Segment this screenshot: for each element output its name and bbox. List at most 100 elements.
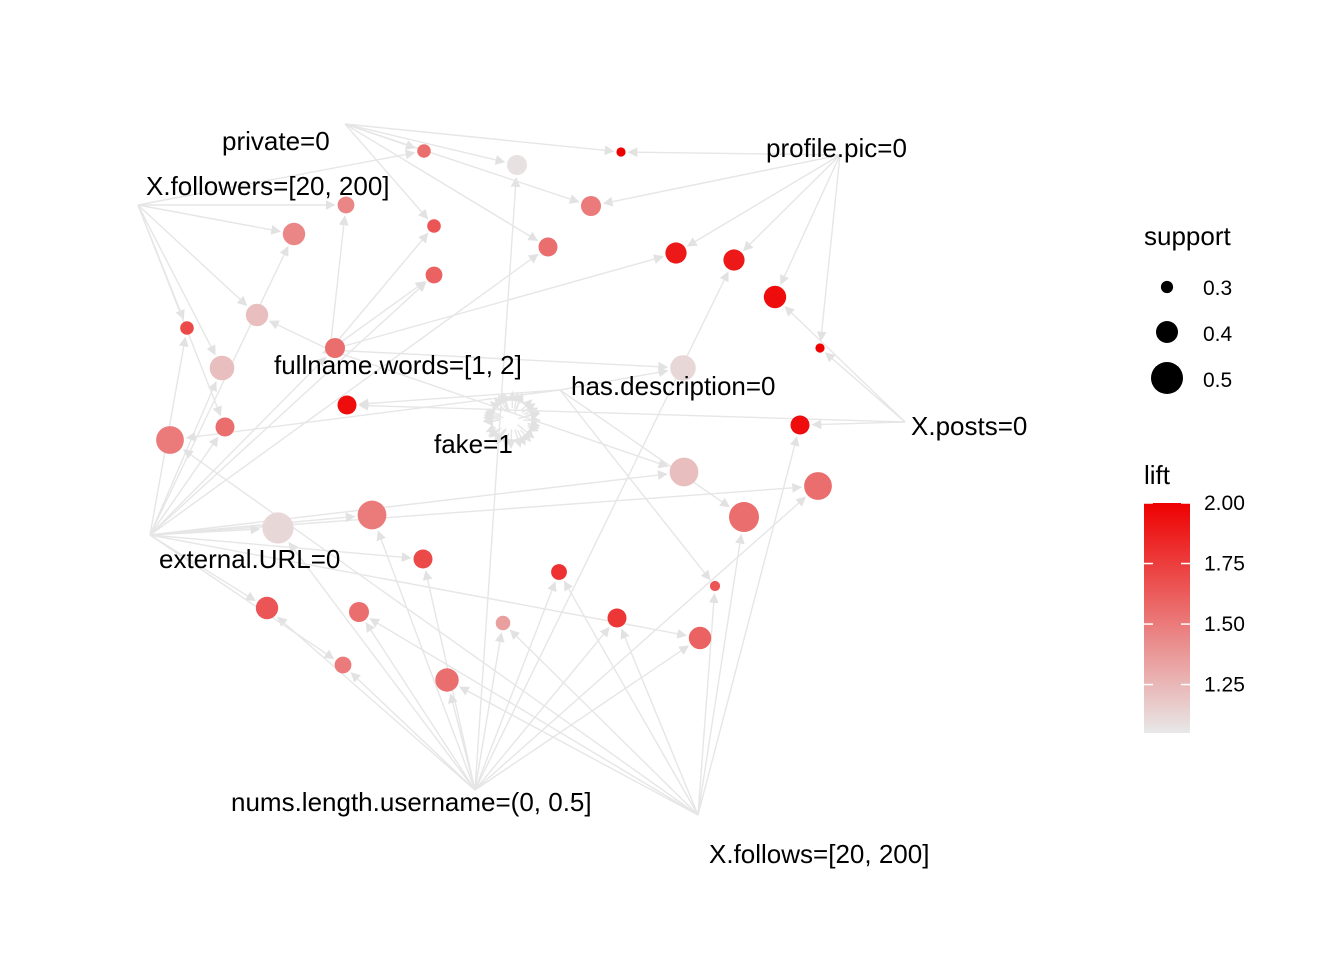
legend-color-tick-label: 2.00 — [1204, 492, 1245, 515]
edge-exturl-to-r14 — [149, 282, 427, 536]
rule-node-r31 — [255, 596, 279, 620]
edge-follows-to-r37 — [459, 686, 699, 816]
legend-color-tick-label: 1.25 — [1204, 674, 1245, 697]
rule-node-r34 — [495, 615, 511, 631]
edge-followers-to-r7 — [137, 204, 282, 235]
edge-r37-to-fake — [502, 433, 513, 449]
legend-size-title: support — [1144, 221, 1231, 251]
edge-numslen-to-r29 — [474, 581, 557, 791]
rule-node-r5 — [337, 196, 355, 214]
rule-node-r15 — [815, 343, 825, 353]
item-label-has-description: has.description=0 — [571, 371, 776, 401]
rule-node-r20 — [337, 395, 357, 415]
legend-color-title: lift — [1144, 460, 1171, 490]
edge-profilepic-to-r4 — [602, 154, 841, 207]
edge-private-to-r2 — [344, 123, 506, 165]
edge-followers-to-r1 — [137, 149, 416, 206]
edge-r21-to-fake — [483, 416, 497, 427]
rule-node-r10 — [723, 249, 745, 271]
rule-node-r13 — [245, 303, 269, 327]
item-label-nums-length-username: nums.length.username=(0, 0.5] — [231, 787, 592, 817]
edge-follows-to-r21 — [182, 449, 699, 816]
rule-node-r12 — [180, 321, 194, 335]
edge-numslen-to-r25 — [376, 530, 476, 791]
edge-r16-to-fake — [525, 409, 540, 420]
rule-node-r37 — [435, 668, 459, 692]
edge-followers-to-r19 — [137, 204, 222, 417]
edge-exturl-to-r18 — [149, 356, 327, 536]
edge-followers-to-r17 — [137, 204, 216, 356]
edge-r20-to-fake — [483, 413, 501, 424]
edge-follows-to-r32 — [369, 618, 699, 816]
edge-exturl-to-r28 — [149, 534, 412, 563]
edge-profilepic-to-r11 — [780, 154, 841, 286]
edge-fullname-to-r14 — [329, 281, 426, 351]
edge-numslen-to-r35 — [474, 645, 690, 791]
edge-fullname-to-r9 — [329, 254, 664, 351]
edge-private-to-r3 — [344, 123, 615, 156]
edge-hasdesc-to-r21 — [185, 389, 561, 442]
edge-numslen-to-r33 — [474, 626, 610, 791]
legend-size-label-small: 0.3 — [1203, 277, 1232, 300]
item-label-private: private=0 — [222, 126, 330, 156]
item-label-external-url: external.URL=0 — [159, 544, 340, 574]
edge-exturl-to-r7 — [149, 245, 289, 536]
edge-exturl-to-r36 — [149, 534, 335, 660]
edge-fullname-to-r5 — [329, 215, 349, 351]
edge-hasdesc-to-r16 — [559, 367, 669, 391]
rule-node-r2 — [507, 155, 527, 175]
edge-numslen-to-r37 — [448, 693, 476, 791]
edge-follows-to-r34 — [509, 629, 699, 816]
edge-posts-to-r22 — [811, 419, 906, 430]
rule-node-r29 — [551, 564, 567, 580]
edge-numslen-to-r27 — [288, 542, 476, 791]
legend-size-dot-large — [1151, 362, 1183, 394]
edge-profilepic-to-r10 — [742, 154, 841, 252]
rule-node-r27 — [262, 512, 294, 544]
edge-fullname-to-r23 — [329, 349, 669, 469]
item-label-profile-pic: profile.pic=0 — [766, 133, 907, 163]
item-label-fake: fake=1 — [434, 429, 513, 459]
edge-numslen-to-r34 — [474, 632, 505, 791]
edge-numslen-to-r24 — [474, 496, 807, 791]
rule-node-r17 — [209, 355, 235, 381]
rule-node-r22 — [790, 415, 810, 435]
item-label-fullname-words: fullname.words=[1, 2] — [274, 350, 522, 380]
rule-node-r28 — [413, 549, 433, 569]
legend-size-dot-medium — [1156, 321, 1178, 343]
legend-color-ticks: 2.00 1.75 1.50 1.25 — [1144, 492, 1245, 697]
edge-profilepic-to-r3 — [627, 147, 841, 158]
edge-numslen-to-r31 — [276, 616, 476, 791]
edge-fullname-to-r13 — [268, 320, 331, 351]
rule-node-r33 — [607, 608, 627, 628]
legend-size-dot-small — [1160, 280, 1174, 294]
edge-numslen-to-r32 — [365, 622, 476, 791]
rule-node-r24 — [804, 472, 832, 500]
edge-r35-to-fake — [520, 429, 531, 442]
edge-follows-to-r26 — [697, 533, 745, 816]
item-label-posts: X.posts=0 — [911, 411, 1027, 441]
edge-numslen-to-r2 — [474, 177, 521, 791]
edge-fullname-to-r6 — [329, 232, 429, 351]
item-label-follows: X.follows=[20, 200] — [709, 839, 929, 869]
rule-node-r11 — [763, 285, 787, 309]
rule-node-r30 — [709, 580, 721, 592]
edge-hasdesc-to-r20 — [358, 389, 561, 409]
edge-follows-to-r30 — [697, 593, 719, 816]
edge-fullname-to-r16 — [329, 349, 669, 372]
edge-follows-to-r29 — [563, 580, 699, 816]
rule-node-r36 — [334, 656, 352, 674]
edge-exturl-to-r8 — [149, 253, 539, 536]
edge-private-to-r4 — [344, 123, 580, 204]
rule-node-r3 — [616, 147, 626, 157]
rule-node-r26 — [729, 502, 759, 532]
edge-numslen-to-r36 — [350, 672, 476, 791]
rule-node-r14 — [425, 266, 443, 284]
edge-follows-to-r22 — [697, 436, 800, 816]
legend-color-tick-label: 1.75 — [1204, 553, 1245, 576]
edge-follows-to-r33 — [620, 628, 699, 816]
edge-posts-to-r15 — [824, 352, 906, 423]
rule-node-r6 — [427, 219, 441, 233]
edge-exturl-to-r35 — [149, 534, 688, 639]
